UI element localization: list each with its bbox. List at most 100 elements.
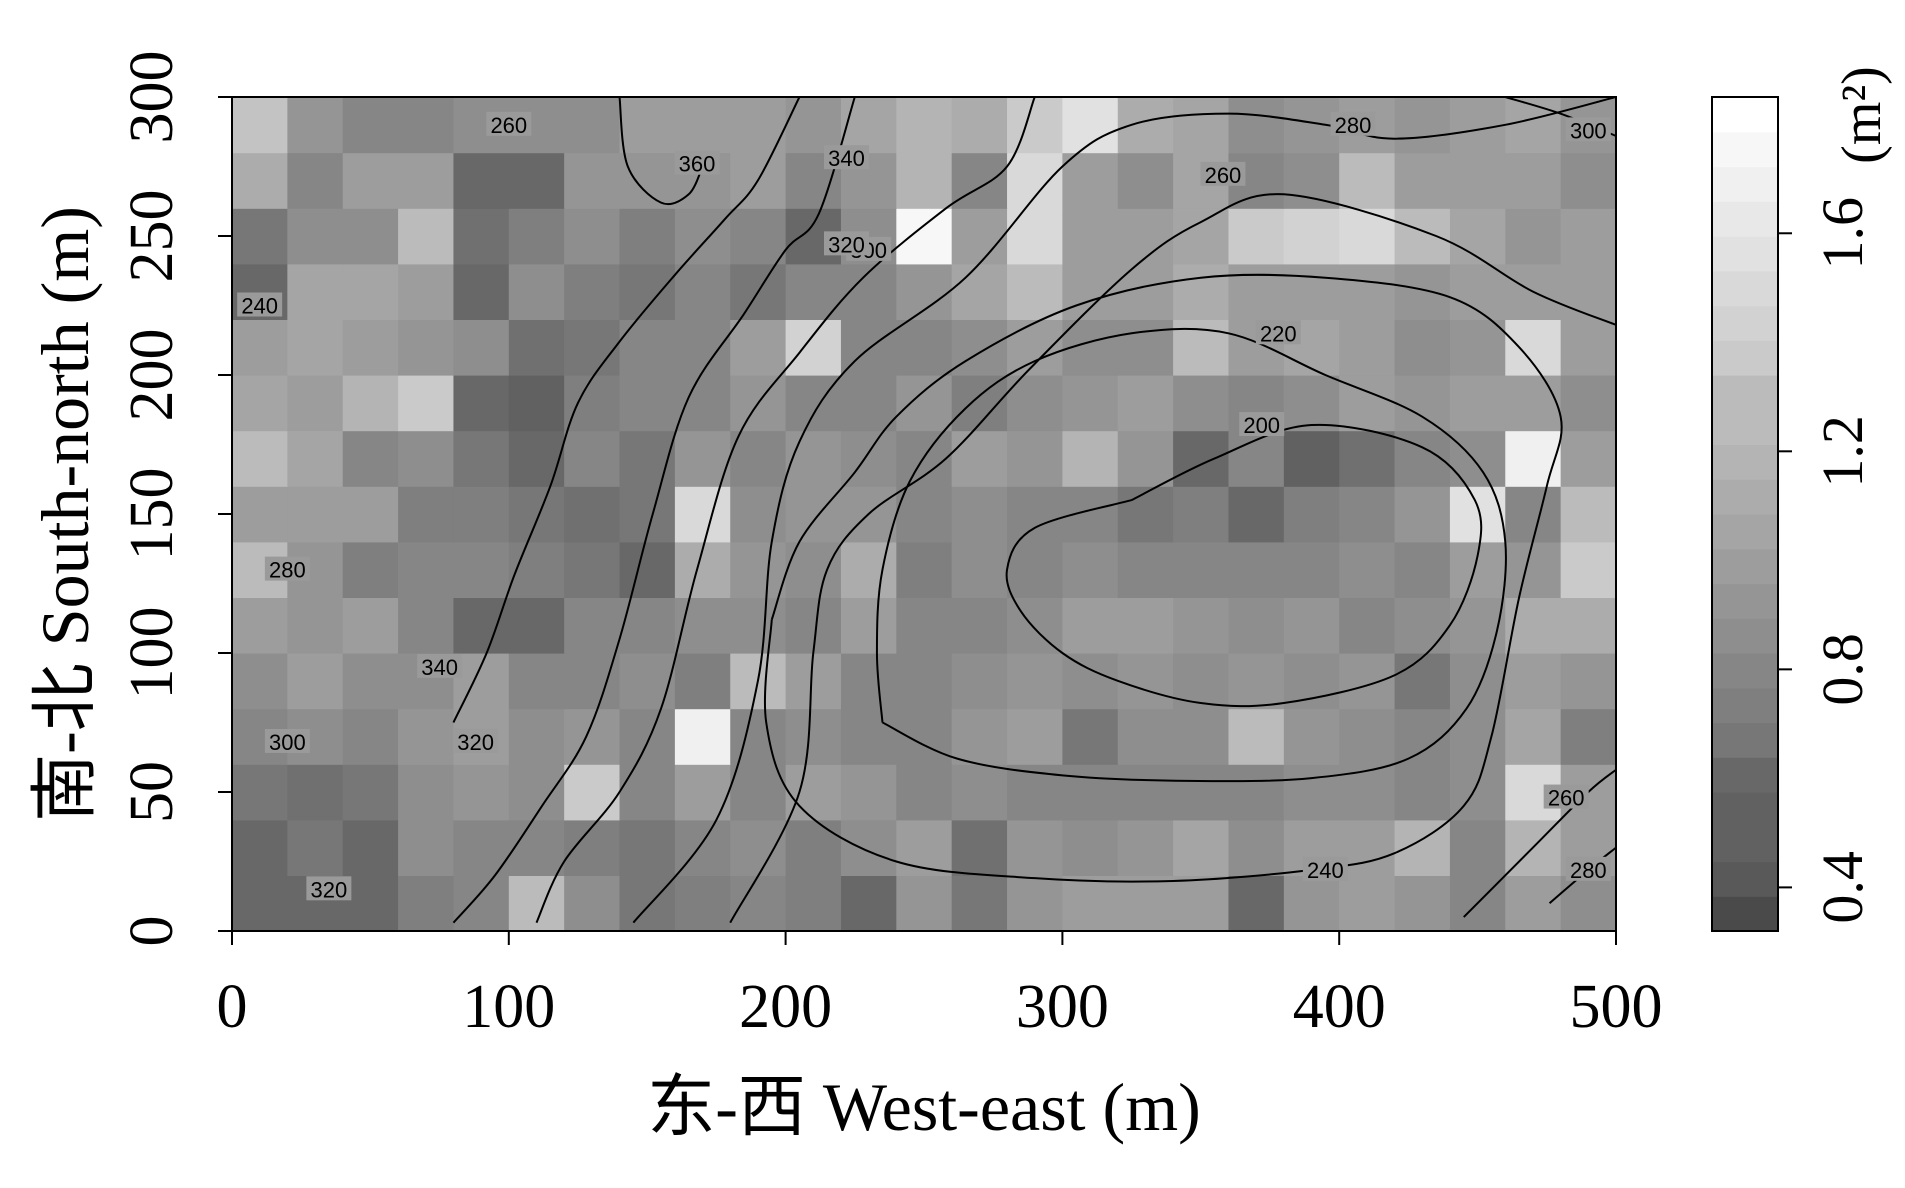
heatmap-cell bbox=[785, 653, 842, 710]
heatmap-cell bbox=[619, 208, 676, 265]
heatmap-cell bbox=[785, 430, 842, 487]
colorbar-frame bbox=[1711, 96, 1779, 932]
heatmap-cell bbox=[1173, 319, 1230, 376]
heatmap-cell bbox=[1339, 152, 1396, 209]
heatmap-cell bbox=[1283, 764, 1340, 821]
heatmap-cell bbox=[1007, 541, 1063, 598]
heatmap-cell bbox=[1062, 263, 1119, 320]
y-tick-label: 100 bbox=[118, 607, 186, 700]
heatmap-cell bbox=[619, 541, 676, 598]
heatmap-cell bbox=[951, 653, 1008, 710]
heatmap-cell bbox=[619, 653, 676, 710]
heatmap-cell bbox=[1117, 263, 1174, 320]
heatmap-cell bbox=[896, 97, 953, 154]
heatmap-cell bbox=[342, 764, 399, 821]
heatmap-cell bbox=[1505, 430, 1562, 487]
heatmap-cell bbox=[840, 764, 897, 821]
heatmap-cell bbox=[951, 819, 1008, 876]
contour-line-200 bbox=[1005, 423, 1483, 708]
contour-line-220 bbox=[875, 327, 1507, 783]
heatmap-cell bbox=[342, 708, 399, 765]
heatmap-cell bbox=[398, 597, 455, 654]
heatmap-cell bbox=[1117, 430, 1174, 487]
heatmap-cell bbox=[232, 875, 288, 931]
heatmap-cell bbox=[1228, 486, 1285, 543]
heatmap-cell bbox=[342, 875, 399, 931]
contour-line-260 bbox=[1463, 768, 1616, 918]
heatmap-cell bbox=[453, 764, 510, 821]
heatmap-cell bbox=[840, 97, 897, 154]
heatmap-cell bbox=[1173, 597, 1230, 654]
heatmap-cell bbox=[342, 430, 399, 487]
heatmap-cell bbox=[1117, 486, 1174, 543]
heatmap-cell bbox=[287, 208, 344, 265]
heatmap-cell bbox=[896, 597, 953, 654]
heatmap-cell bbox=[1394, 263, 1451, 320]
heatmap-cell bbox=[840, 653, 897, 710]
heatmap-cell bbox=[398, 819, 455, 876]
heatmap-cell bbox=[508, 486, 565, 543]
heatmap-cell bbox=[1339, 764, 1396, 821]
heatmap-cell bbox=[674, 208, 731, 265]
heatmap-cell bbox=[398, 486, 455, 543]
heatmap-cell bbox=[1505, 597, 1562, 654]
heatmap-cell bbox=[1062, 208, 1119, 265]
heatmap-cell bbox=[1505, 875, 1562, 931]
heatmap-cell bbox=[1339, 653, 1396, 710]
heatmap-cell bbox=[1394, 319, 1451, 376]
heatmap-cell bbox=[1117, 208, 1174, 265]
heatmap-cell bbox=[508, 375, 565, 432]
heatmap-cell bbox=[1117, 653, 1174, 710]
heatmap-cell bbox=[1173, 208, 1230, 265]
heatmap-cell bbox=[398, 375, 455, 432]
heatmap-cell bbox=[398, 541, 455, 598]
heatmap-cell bbox=[342, 375, 399, 432]
contour-label-bg bbox=[453, 728, 499, 753]
heatmap-cell bbox=[1228, 208, 1285, 265]
colorbar-swatch bbox=[1712, 409, 1778, 446]
heatmap-cell bbox=[896, 708, 953, 765]
heatmap-cell bbox=[1173, 764, 1230, 821]
heatmap-cell bbox=[287, 375, 344, 432]
colorbar: 0.4 0.8 1.2 1.6 bbox=[1711, 96, 1875, 932]
heatmap-cell bbox=[1394, 653, 1451, 710]
heatmap-cell bbox=[1394, 819, 1451, 876]
heatmap-cell bbox=[674, 708, 731, 765]
heatmap-cell bbox=[785, 97, 842, 154]
contour-label: 260 bbox=[1205, 163, 1242, 188]
heatmap-cell bbox=[619, 708, 676, 765]
heatmap-cell bbox=[1062, 708, 1119, 765]
heatmap-cell bbox=[453, 208, 510, 265]
heatmap-cell bbox=[619, 819, 676, 876]
heatmap-cell bbox=[1228, 819, 1285, 876]
heatmap-cell bbox=[1449, 208, 1506, 265]
heatmap-cell bbox=[730, 764, 787, 821]
heatmap-cell bbox=[1339, 708, 1396, 765]
heatmap-cell bbox=[840, 875, 897, 931]
colorbar-tick-label: 1.6 bbox=[1810, 197, 1875, 270]
heatmap-cell bbox=[287, 97, 344, 154]
heatmap-cell bbox=[1062, 375, 1119, 432]
heatmap-cell bbox=[1173, 375, 1230, 432]
colorbar-swatch bbox=[1712, 653, 1778, 689]
heatmap-cell bbox=[896, 263, 953, 320]
contour-label: 200 bbox=[1243, 413, 1280, 438]
heatmap-cells bbox=[232, 97, 1616, 931]
colorbar-swatch bbox=[1712, 305, 1778, 341]
colorbar-tick-label: 0.4 bbox=[1810, 851, 1875, 924]
heatmap-cell bbox=[1007, 430, 1063, 487]
heatmap-cell bbox=[1283, 263, 1340, 320]
heatmap-cell bbox=[1062, 653, 1119, 710]
heatmap-cell bbox=[508, 819, 565, 876]
contour-label-bg bbox=[237, 292, 283, 317]
heatmap-cell bbox=[232, 430, 288, 487]
colorbar-swatch bbox=[1712, 479, 1778, 515]
heatmap-cell bbox=[1117, 597, 1174, 654]
contour-label: 340 bbox=[828, 146, 865, 171]
heatmap-cell bbox=[1560, 208, 1616, 265]
colorbar-tick-label: 1.2 bbox=[1810, 415, 1875, 488]
heatmap-cell bbox=[785, 708, 842, 765]
heatmap-cell bbox=[398, 764, 455, 821]
colorbar-swatch bbox=[1712, 375, 1778, 411]
heatmap-cell bbox=[1283, 597, 1340, 654]
